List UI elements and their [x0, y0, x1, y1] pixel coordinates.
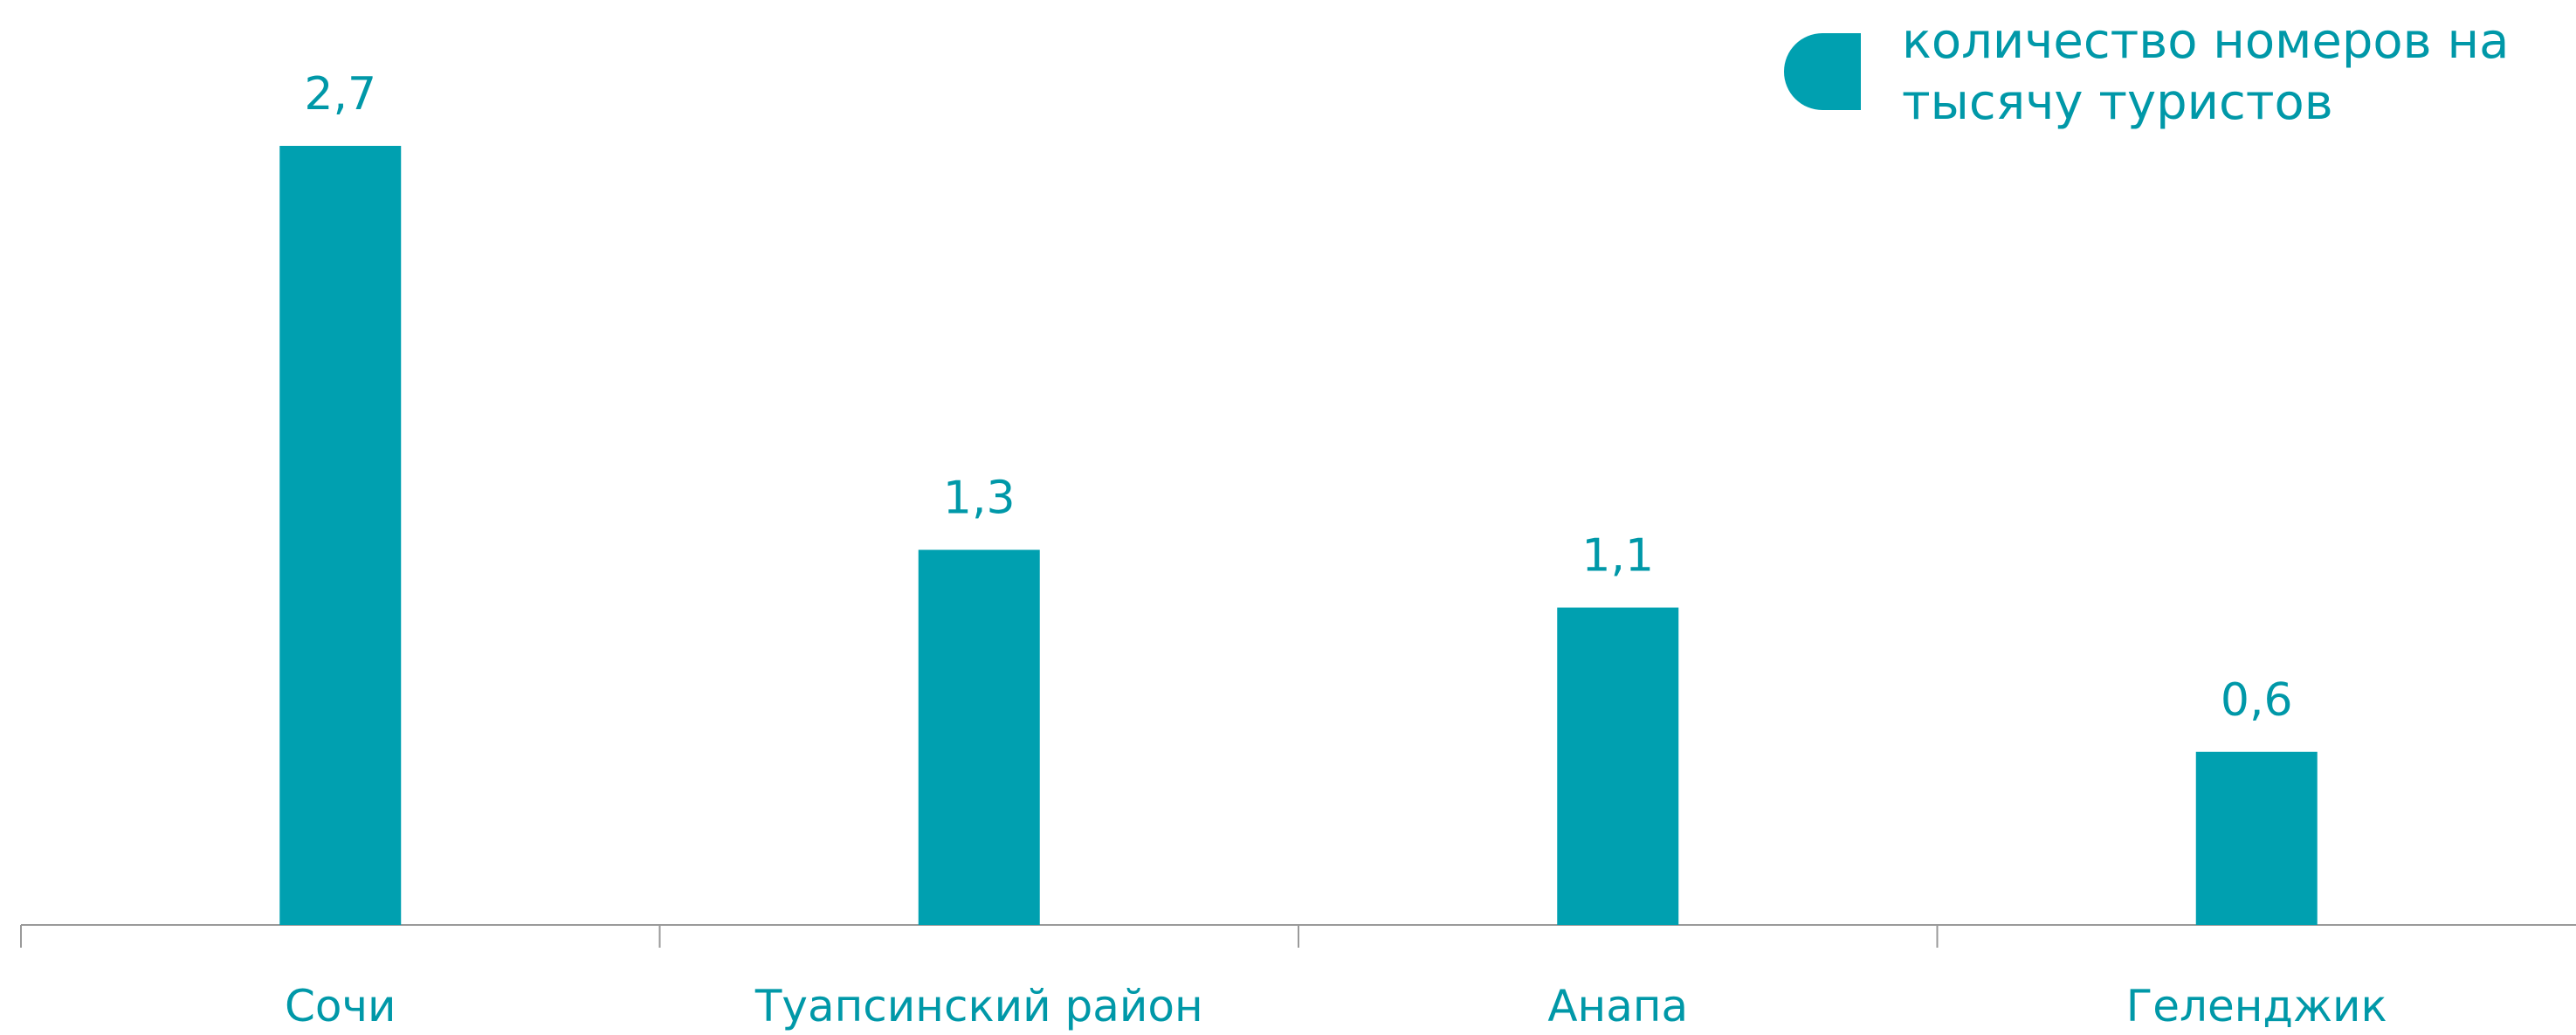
bar — [918, 549, 1040, 925]
x-tick-label: Сочи — [285, 981, 396, 1032]
x-tick-label: Туапсинский район — [754, 981, 1203, 1032]
x-tick-label: Геленджик — [2126, 981, 2387, 1032]
bar — [279, 146, 402, 925]
legend-swatch — [1784, 33, 1861, 110]
x-tick-label: Анапа — [1547, 981, 1688, 1032]
value-label: 1,3 — [943, 473, 1016, 525]
value-label: 2,7 — [304, 68, 376, 121]
value-label: 1,1 — [1581, 530, 1654, 583]
bar — [2195, 751, 2318, 925]
value-label: 0,6 — [2221, 674, 2293, 727]
bar — [1557, 607, 1679, 925]
legend-line: тысячу туристов — [1902, 74, 2333, 131]
legend-line: количество номеров на — [1902, 13, 2509, 70]
legend-label: количество номеров на тысячу туристов — [1902, 13, 2509, 131]
